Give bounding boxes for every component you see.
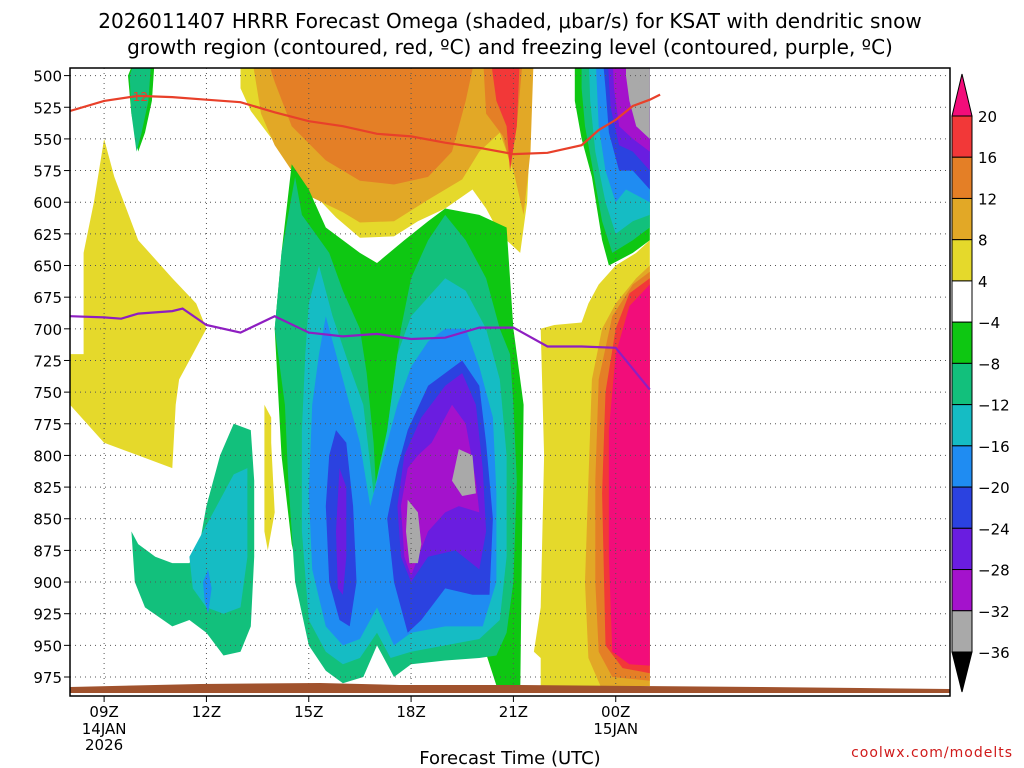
colorbar-label-1: 16 [978,149,997,167]
omega-region-7 [491,68,520,171]
x-sublabel-2026: 2026 [85,736,123,754]
colorbar-band-0 [951,115,973,158]
y-tick-label-500: 500 [33,68,62,86]
grid-lines [70,68,950,696]
dendritic-growth-contour [70,93,661,156]
y-tick-label-575: 575 [33,163,62,181]
x-tick-label-09Z: 09Z [89,703,118,721]
y-tick-label-900: 900 [33,574,62,592]
colorbar-label-12: −32 [978,603,1010,621]
colorbar-bottom-arrow [951,651,973,693]
colorbar-label-4: 4 [978,273,988,291]
chart-title-line-2: growth region (contoured, red, ºC) and f… [127,35,893,59]
x-tick-label-00Z: 00Z [601,703,630,721]
y-tick-label-725: 725 [33,352,62,370]
colorbar-band-6 [951,362,973,406]
colorbar-band-5 [951,321,973,364]
y-tick-label-700: 700 [33,321,62,339]
y-tick-label-875: 875 [33,542,62,560]
y-tick-label-800: 800 [33,447,62,465]
y-tick-label-750: 750 [33,384,62,402]
colorbar-label-10: −24 [978,520,1010,538]
colorbar-band-11 [951,569,973,612]
y-tick-label-825: 825 [33,479,62,497]
colorbar-band-8 [951,445,973,488]
x-tick-label-15Z: 15Z [294,703,323,721]
x-tick-label-12Z: 12Z [192,703,221,721]
x-tick-label-21Z: 21Z [499,703,528,721]
x-axis-title: Forecast Time (UTC) [419,748,600,768]
colorbar-label-11: −28 [978,562,1010,580]
colorbar-label-0: 20 [978,108,997,126]
y-axis: 500 525 550 575 600 625 650 675 700 725 750 775 800 8… [33,68,70,687]
y-tick-label-975: 975 [33,669,62,687]
y-tick-label-775: 775 [33,416,62,434]
omega-region-5 [270,68,473,185]
colorbar-band-3 [951,239,973,282]
omega-region-15 [189,468,248,614]
dendritic-contour-label: -12 [128,90,148,104]
omega-region-13 [129,68,151,152]
colorbar-band-2 [951,197,973,241]
y-tick-label-950: 950 [33,637,62,655]
colorbar-label-5: −4 [978,314,1000,332]
colorbar-band-7 [951,404,973,447]
y-tick-label-625: 625 [33,226,62,244]
chart-title-line-1: 2026011407 HRRR Forecast Omega (shaded, … [98,9,921,33]
omega-region-25 [400,404,480,576]
colorbar-label-3: 8 [978,232,988,250]
freezing-level-contour [70,307,651,391]
credit-text: coolwx.com/modelts [851,745,1013,761]
colorbar-label-8: −16 [978,438,1010,456]
y-tick-label-525: 525 [33,99,62,117]
ground-surface [70,683,950,693]
colorbar-band-10 [951,527,973,571]
y-tick-label-675: 675 [33,289,62,307]
omega-region-1 [70,138,207,469]
y-tick-label-650: 650 [33,258,62,276]
omega-region-11 [608,284,650,666]
colorbar-band-4 [951,280,973,323]
colorbar-band-9 [951,486,973,529]
y-tick-label-925: 925 [33,606,62,624]
plot-frame [69,67,951,697]
colorbar: 20 16 12 8 4 −4 −8 −12 −16 −20 −24 −28 −32 −36 [951,73,1010,693]
colorbar-label-2: 12 [978,190,997,208]
colorbar-band-12 [951,610,973,653]
plot-area: -12 [70,68,950,696]
colorbar-label-13: −36 [978,644,1010,662]
colorbar-band-1 [951,156,973,199]
colorbar-top-arrow [951,73,973,117]
omega-region-27 [452,449,476,496]
x-sublabel-15JAN: 15JAN [593,720,638,738]
y-tick-label-850: 850 [33,511,62,529]
omega-region-2 [264,404,275,551]
y-tick-label-600: 600 [33,194,62,212]
colorbar-label-6: −8 [978,355,1000,373]
omega-shading [70,68,650,696]
colorbar-label-9: −20 [978,479,1010,497]
colorbar-label-7: −12 [978,397,1010,415]
contour-lines: -12 [70,90,661,391]
x-sublabel-14JAN: 14JAN [82,720,127,738]
omega-region-16 [203,569,212,614]
omega-region-23 [336,468,347,595]
y-tick-label-550: 550 [33,131,62,149]
x-tick-label-18Z: 18Z [396,703,425,721]
